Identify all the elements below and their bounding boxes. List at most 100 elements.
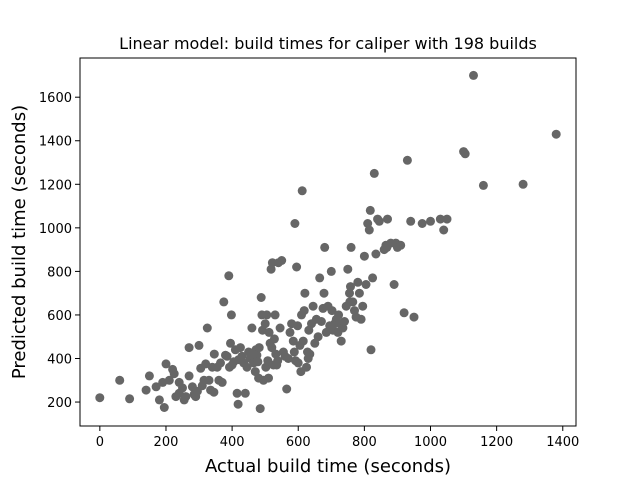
data-point [219, 297, 229, 307]
data-point [346, 242, 356, 252]
data-point [285, 327, 295, 337]
data-point [383, 214, 392, 224]
data-point [478, 180, 488, 190]
data-point [264, 327, 274, 337]
data-point [169, 369, 179, 379]
data-point [382, 242, 392, 252]
data-point [316, 317, 326, 326]
data-point [356, 314, 366, 324]
data-point [217, 377, 227, 387]
data-point [164, 375, 174, 385]
data-point [224, 271, 234, 281]
data-point [292, 262, 302, 272]
data-point [396, 240, 406, 250]
data-point [159, 403, 169, 412]
data-point [209, 349, 219, 359]
data-point [364, 225, 374, 235]
data-point [290, 219, 300, 228]
data-point [233, 399, 243, 409]
data-point [184, 371, 194, 381]
data-point [469, 70, 478, 80]
data-point [262, 310, 272, 320]
data-point [256, 293, 266, 302]
data-point [273, 356, 283, 366]
data-point [240, 388, 250, 398]
data-point [289, 347, 299, 357]
data-point [334, 310, 344, 320]
data-point [426, 216, 435, 226]
data-point [194, 340, 204, 350]
data-point [226, 310, 236, 320]
data-point [255, 404, 265, 414]
x-axis-label: Actual build time (seconds) [205, 456, 451, 477]
x-tick-label: 400 [220, 435, 245, 450]
data-point [343, 264, 353, 274]
data-point [442, 214, 452, 224]
data-point [327, 306, 337, 316]
data-point [326, 266, 336, 276]
data-point [297, 186, 307, 196]
data-point [202, 323, 212, 333]
plot-frame [79, 57, 577, 427]
data-point [277, 256, 287, 265]
data-point [282, 384, 292, 394]
y-tick-label: 1000 [39, 222, 72, 237]
data-point [340, 317, 349, 326]
x-tick-label: 200 [154, 435, 179, 450]
data-points [95, 70, 561, 414]
y-tick-label: 600 [47, 309, 72, 324]
data-point [371, 249, 381, 259]
data-point [299, 306, 309, 316]
data-point [204, 375, 214, 385]
data-point [181, 392, 191, 402]
data-point [518, 179, 528, 189]
data-point [402, 155, 412, 165]
data-point [358, 301, 368, 311]
data-point [293, 358, 303, 368]
x-tick-label: 0 [96, 435, 104, 450]
data-point [232, 388, 242, 398]
data-point [293, 321, 303, 331]
y-tick-label: 800 [47, 265, 72, 280]
x-tick-label: 1400 [546, 435, 579, 450]
data-point [389, 280, 399, 289]
data-point [406, 216, 416, 226]
data-point [269, 334, 279, 344]
data-point [288, 336, 298, 346]
data-point [270, 310, 280, 320]
data-point [346, 282, 355, 292]
data-point [320, 242, 330, 252]
data-point [242, 362, 252, 372]
data-point [302, 362, 311, 372]
data-point [439, 225, 449, 235]
y-tick-label: 1400 [39, 135, 72, 150]
data-point [319, 288, 329, 298]
x-tick-label: 800 [352, 435, 377, 450]
data-point [374, 216, 384, 226]
data-point [417, 219, 427, 228]
data-point [154, 395, 164, 405]
data-point [141, 385, 151, 395]
data-point [369, 168, 379, 178]
y-axis-label: Predicted build time (seconds) [9, 105, 30, 379]
data-point [264, 373, 273, 383]
data-point [315, 273, 325, 283]
data-point [260, 319, 270, 329]
data-point [365, 205, 375, 215]
data-point [354, 288, 364, 298]
y-tick-label: 400 [47, 352, 72, 367]
data-point [253, 357, 263, 367]
data-point [300, 288, 310, 298]
data-point [226, 338, 235, 348]
data-point [252, 350, 262, 360]
data-point [267, 343, 277, 353]
data-point [435, 214, 445, 224]
data-point [209, 387, 219, 397]
data-point [178, 383, 187, 393]
data-point [460, 149, 470, 159]
data-point [161, 359, 171, 369]
data-point [247, 323, 257, 333]
data-point [184, 343, 194, 353]
data-point [151, 382, 161, 392]
data-point [254, 343, 264, 353]
